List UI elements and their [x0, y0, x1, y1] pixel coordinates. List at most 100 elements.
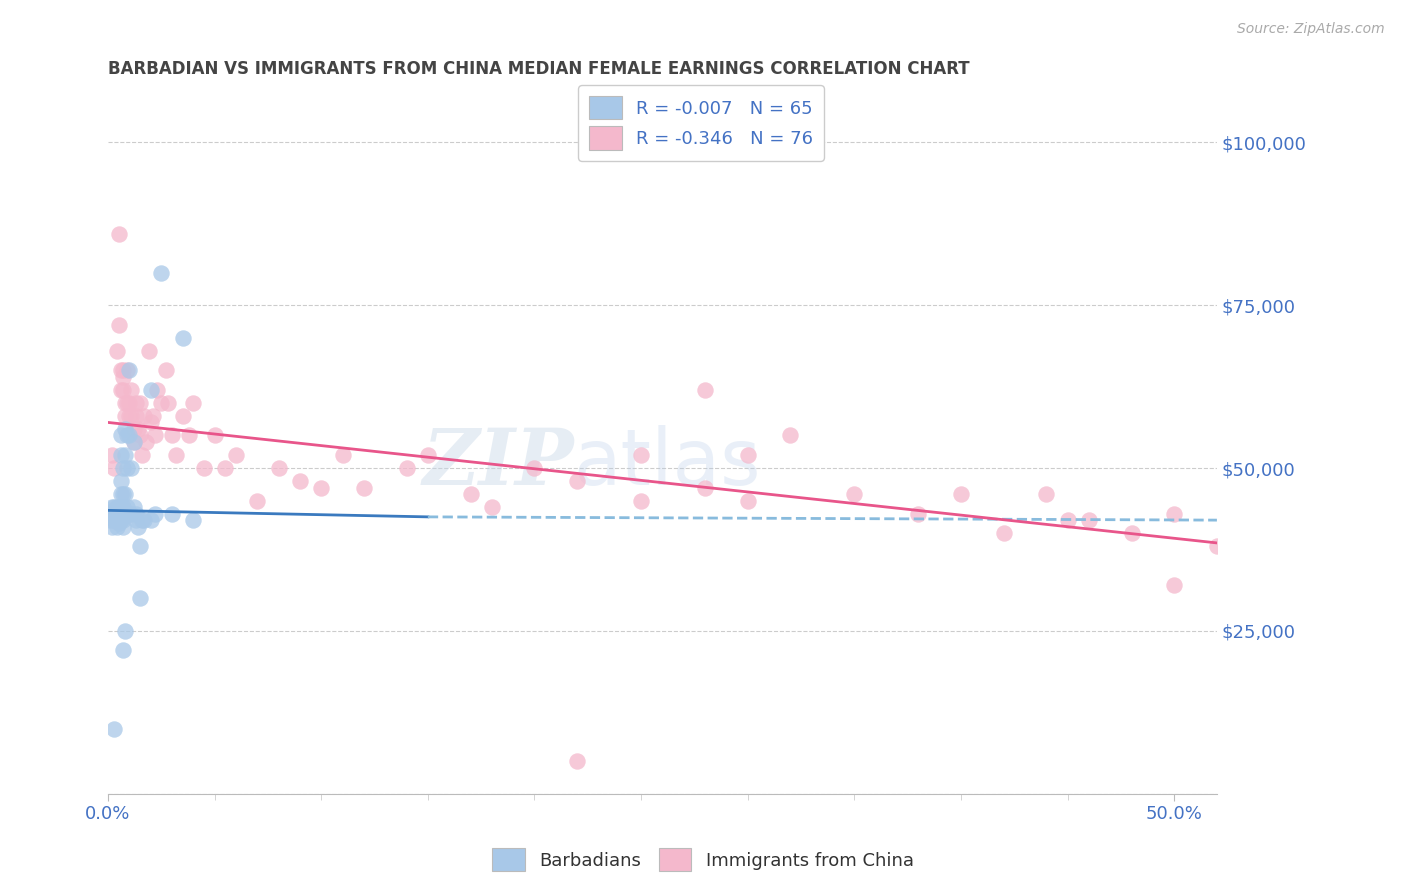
Point	[114, 448, 136, 462]
Point	[630, 448, 652, 462]
Point	[993, 526, 1015, 541]
Point	[160, 507, 183, 521]
Point	[101, 500, 124, 514]
Point	[135, 434, 157, 449]
Point	[105, 519, 128, 533]
Point	[110, 507, 132, 521]
Point	[160, 428, 183, 442]
Point	[693, 481, 716, 495]
Point	[172, 331, 194, 345]
Point	[111, 500, 134, 514]
Point	[111, 643, 134, 657]
Point	[193, 461, 215, 475]
Point	[120, 461, 142, 475]
Point	[129, 396, 152, 410]
Point	[115, 507, 138, 521]
Point	[110, 383, 132, 397]
Point	[115, 363, 138, 377]
Point	[118, 507, 141, 521]
Point	[204, 428, 226, 442]
Point	[110, 500, 132, 514]
Point	[214, 461, 236, 475]
Point	[267, 461, 290, 475]
Text: atlas: atlas	[574, 425, 761, 501]
Point	[101, 448, 124, 462]
Point	[114, 409, 136, 423]
Point	[107, 503, 129, 517]
Point	[565, 754, 588, 768]
Point	[103, 503, 125, 517]
Point	[353, 481, 375, 495]
Point	[110, 428, 132, 442]
Point	[115, 428, 138, 442]
Point	[416, 448, 439, 462]
Point	[107, 500, 129, 514]
Point	[139, 383, 162, 397]
Point	[115, 461, 138, 475]
Point	[309, 481, 332, 495]
Point	[98, 513, 121, 527]
Point	[122, 422, 145, 436]
Point	[150, 396, 173, 410]
Point	[138, 343, 160, 358]
Point	[129, 591, 152, 606]
Point	[146, 383, 169, 397]
Point	[114, 507, 136, 521]
Legend: Barbadians, Immigrants from China: Barbadians, Immigrants from China	[485, 841, 921, 879]
Point	[143, 428, 166, 442]
Point	[120, 409, 142, 423]
Legend: R = -0.007   N = 65, R = -0.346   N = 76: R = -0.007 N = 65, R = -0.346 N = 76	[578, 86, 824, 161]
Point	[111, 487, 134, 501]
Point	[114, 624, 136, 638]
Text: ZIP: ZIP	[422, 425, 574, 501]
Point	[127, 422, 149, 436]
Point	[565, 474, 588, 488]
Point	[107, 227, 129, 241]
Point	[737, 493, 759, 508]
Point	[111, 507, 134, 521]
Point	[115, 500, 138, 514]
Point	[172, 409, 194, 423]
Point	[111, 461, 134, 475]
Point	[181, 513, 204, 527]
Point	[111, 363, 134, 377]
Point	[107, 318, 129, 332]
Point	[118, 428, 141, 442]
Point	[114, 396, 136, 410]
Point	[131, 513, 153, 527]
Text: BARBADIAN VS IMMIGRANTS FROM CHINA MEDIAN FEMALE EARNINGS CORRELATION CHART: BARBADIAN VS IMMIGRANTS FROM CHINA MEDIA…	[108, 60, 970, 78]
Point	[111, 513, 134, 527]
Point	[165, 448, 187, 462]
Point	[114, 487, 136, 501]
Point	[844, 487, 866, 501]
Point	[98, 507, 121, 521]
Point	[127, 519, 149, 533]
Point	[110, 474, 132, 488]
Point	[630, 493, 652, 508]
Point	[103, 500, 125, 514]
Point	[111, 383, 134, 397]
Point	[288, 474, 311, 488]
Point	[907, 507, 929, 521]
Point	[103, 722, 125, 736]
Point	[120, 507, 142, 521]
Point	[114, 422, 136, 436]
Point	[481, 500, 503, 514]
Point	[125, 396, 148, 410]
Point	[1206, 539, 1229, 553]
Point	[118, 363, 141, 377]
Point	[693, 383, 716, 397]
Point	[101, 507, 124, 521]
Point	[139, 416, 162, 430]
Point	[155, 363, 177, 377]
Point	[103, 507, 125, 521]
Point	[737, 448, 759, 462]
Point	[1056, 513, 1078, 527]
Point	[131, 448, 153, 462]
Point	[107, 513, 129, 527]
Point	[122, 434, 145, 449]
Point	[107, 507, 129, 521]
Point	[332, 448, 354, 462]
Point	[779, 428, 801, 442]
Point	[105, 500, 128, 514]
